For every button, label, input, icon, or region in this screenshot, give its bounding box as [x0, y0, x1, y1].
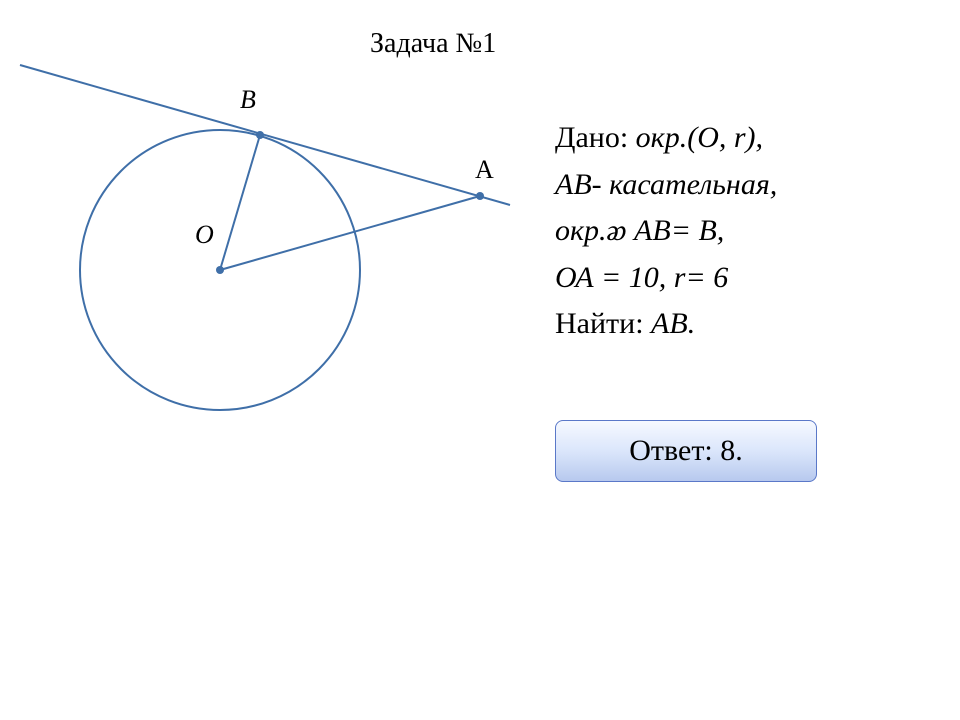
answer-box: Ответ: 8. [555, 420, 817, 482]
given-line: Найти: АВ. [555, 301, 777, 348]
problem-given: Дано: окр.(О, r),АВ- касательная,окр.ᴂ А… [555, 115, 777, 348]
given-line: АВ- касательная, [555, 162, 777, 209]
segment-OA [220, 196, 480, 270]
label-A: А [475, 155, 494, 185]
given-line: окр.ᴂ АВ= В, [555, 208, 777, 255]
label-B: В [240, 85, 256, 115]
answer-text: Ответ: 8. [629, 434, 743, 468]
geometry-diagram [0, 0, 960, 720]
segment-OB [220, 135, 260, 270]
point-A [476, 192, 484, 200]
given-line: Дано: окр.(О, r), [555, 115, 777, 162]
given-line: ОА = 10, r= 6 [555, 255, 777, 302]
canvas: Задача №1 Дано: окр.(О, r),АВ- касательн… [0, 0, 960, 720]
point-B [256, 131, 264, 139]
tangent-line-AB [20, 65, 510, 205]
label-O: О [195, 220, 214, 250]
point-O [216, 266, 224, 274]
